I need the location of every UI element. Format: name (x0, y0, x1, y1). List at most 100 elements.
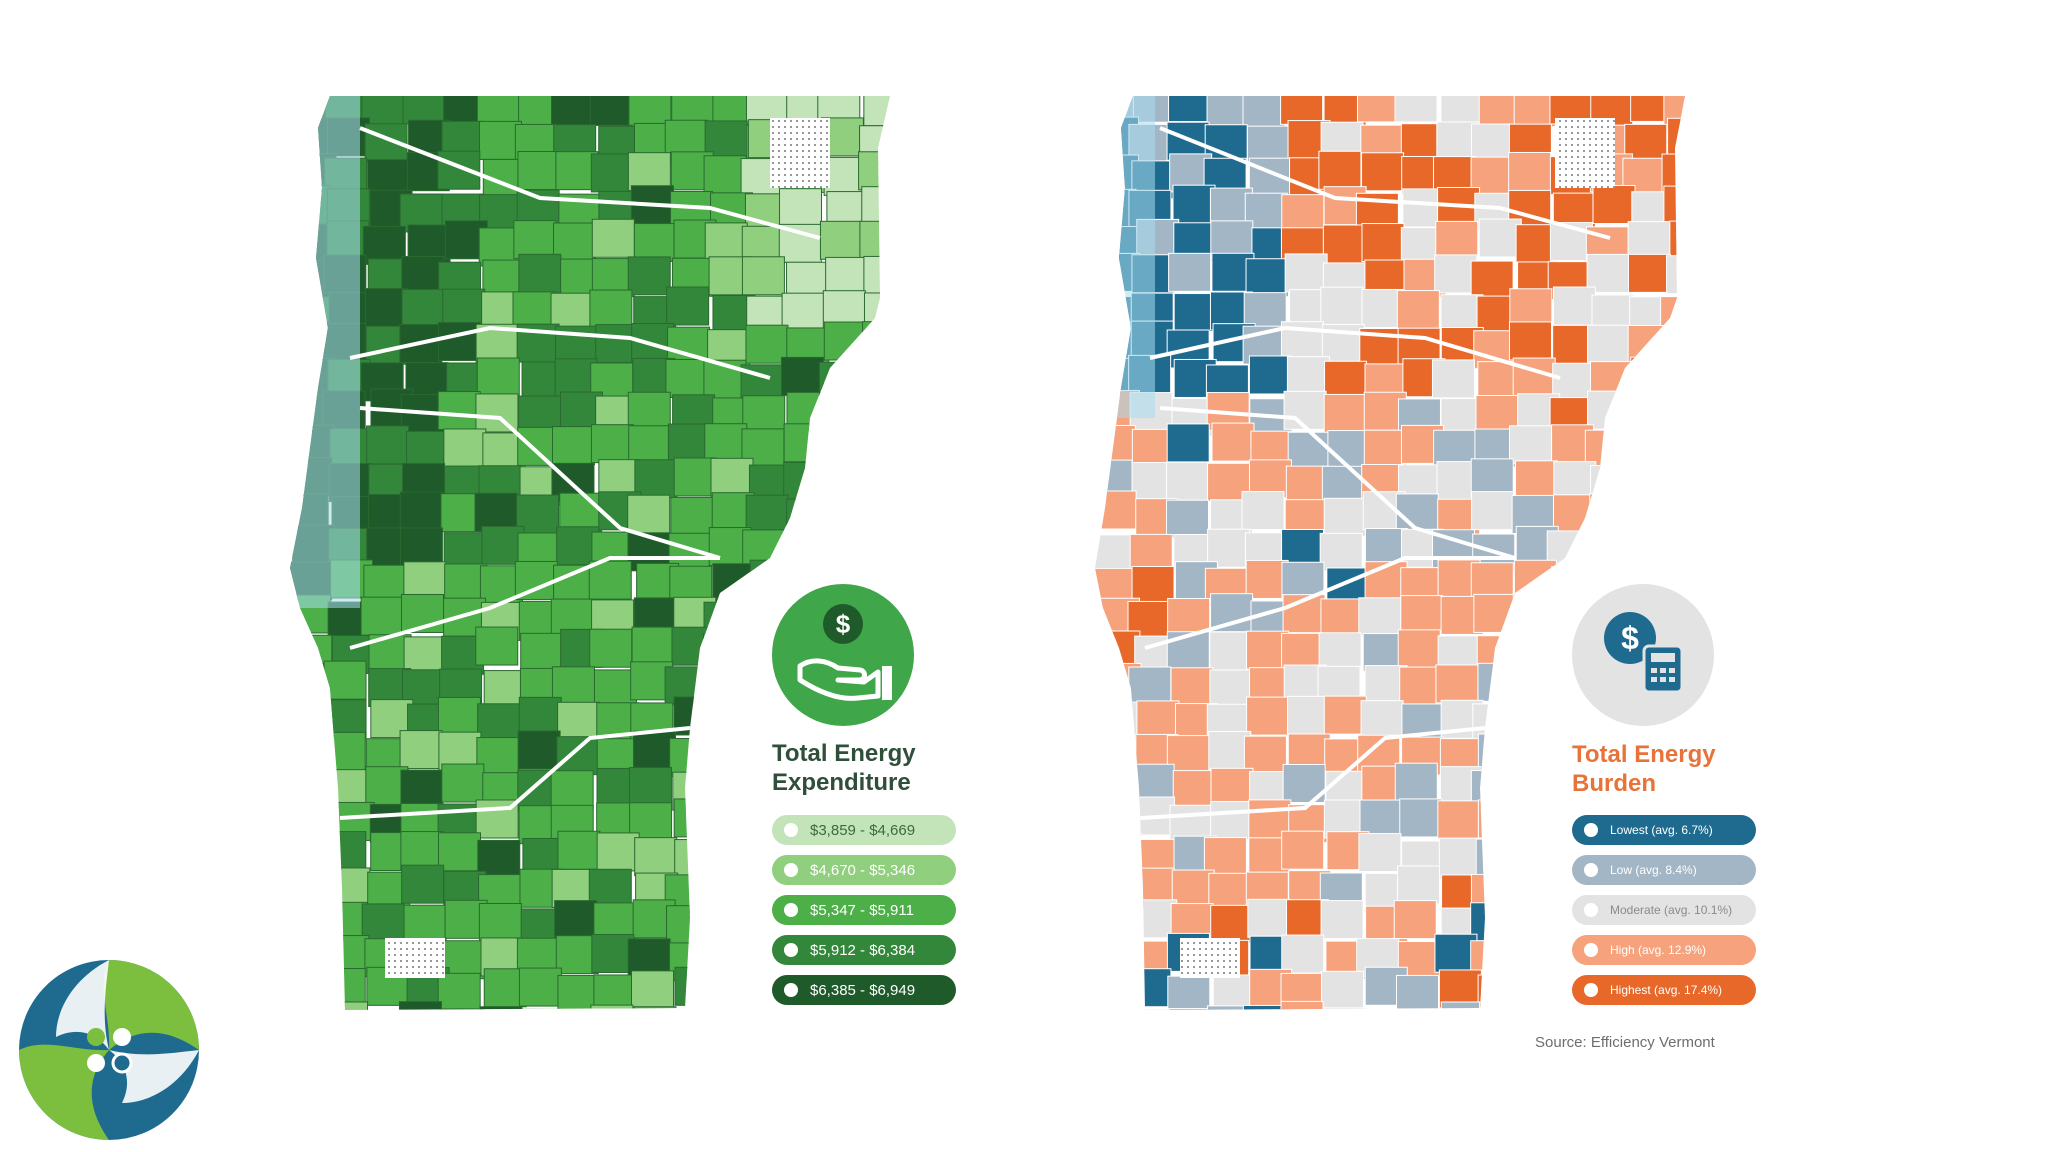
town-cell (1319, 532, 1363, 572)
town-cell (783, 533, 827, 573)
expenditure-legend-item: $5,912 - $6,384 (772, 935, 956, 965)
town-cell (1512, 357, 1556, 397)
town-cell (1327, 430, 1371, 470)
town-cell (819, 220, 863, 260)
town-cell (1136, 700, 1180, 740)
town-cell (707, 967, 751, 1007)
town-cell (1509, 288, 1553, 328)
town-cell (628, 767, 672, 807)
legend-dot (784, 823, 798, 837)
town-cell (1280, 1000, 1324, 1010)
town-cell (631, 970, 675, 1010)
town-cell (710, 832, 754, 872)
town-cell (590, 153, 634, 193)
legend-dot (784, 903, 798, 917)
town-cell (437, 696, 481, 736)
town-cell (518, 967, 562, 1007)
town-cell (1361, 223, 1405, 263)
town-cell (669, 737, 713, 777)
town-cell (588, 560, 632, 600)
town-cell (1357, 1008, 1401, 1010)
town-cell (1667, 117, 1685, 157)
town-cell (704, 423, 748, 463)
town-cell (1210, 220, 1254, 260)
town-cell (437, 972, 481, 1010)
town-cell (703, 359, 747, 399)
expenditure-legend-item: $6,385 - $6,949 (772, 975, 956, 1005)
town-cell (551, 426, 595, 466)
town-cell (781, 292, 825, 332)
town-cell (673, 798, 717, 838)
town-cell (1206, 1005, 1250, 1010)
town-cell (290, 764, 329, 804)
town-cell (631, 626, 675, 666)
town-cell (1624, 496, 1668, 536)
town-cell (517, 151, 561, 191)
town-cell (779, 188, 823, 228)
town-cell (1509, 737, 1553, 777)
town-cell (1471, 491, 1515, 531)
town-cell (1095, 490, 1137, 530)
town-cell (1629, 466, 1673, 506)
legend-dot (1584, 903, 1598, 917)
town-cell (476, 357, 520, 397)
town-cell (1245, 258, 1289, 298)
town-cell (402, 96, 446, 125)
town-cell (1396, 290, 1440, 330)
town-cell (666, 905, 710, 945)
lake-champlain (1095, 96, 1155, 418)
town-cell (858, 151, 890, 191)
town-cell (591, 218, 635, 258)
town-cell (1516, 974, 1560, 1010)
unorganized-area (1555, 118, 1615, 188)
town-cell (1513, 559, 1557, 599)
town-cell (898, 188, 910, 226)
town-cell (1663, 497, 1685, 537)
town-cell (674, 839, 718, 879)
town-cell (670, 496, 714, 536)
town-cell (1209, 669, 1253, 709)
town-cell (1399, 798, 1443, 838)
town-cell (1248, 355, 1292, 395)
town-cell (589, 628, 633, 668)
town-cell (1209, 631, 1253, 671)
town-cell (1363, 429, 1407, 469)
town-cell (1630, 356, 1674, 396)
town-cell (1478, 218, 1522, 258)
legend-label: High (avg. 12.9%) (1610, 943, 1707, 957)
town-cell (1513, 96, 1557, 128)
town-cell (437, 391, 481, 431)
town-cell (589, 96, 633, 126)
town-cell (322, 968, 366, 1008)
town-cell (1095, 534, 1135, 574)
town-cell (786, 498, 830, 538)
town-cell (704, 805, 748, 845)
legend-label: Moderate (avg. 10.1%) (1610, 903, 1733, 917)
burden-map-svg (1095, 96, 1685, 1010)
town-cell (557, 701, 601, 741)
burden-legend-item: Lowest (avg. 6.7%) (1572, 815, 1756, 845)
town-cell (475, 626, 519, 666)
town-cell (399, 730, 443, 770)
town-cell (855, 464, 890, 504)
town-cell (324, 901, 368, 941)
town-cell (1095, 967, 1135, 1007)
town-cell (902, 428, 910, 466)
legend-label: $3,859 - $4,669 (810, 821, 916, 839)
dollar-calculator-icon: $ (1572, 584, 1714, 726)
town-cell (1627, 221, 1671, 261)
town-cell (399, 491, 443, 531)
town-cell (1663, 426, 1685, 466)
town-cell (898, 118, 910, 156)
town-cell (1324, 360, 1368, 400)
legend-label: Low (avg. 8.4%) (1610, 863, 1697, 877)
town-cell (1475, 838, 1519, 878)
town-cell (291, 803, 335, 843)
town-cell (554, 900, 598, 940)
legend-dot (784, 863, 798, 877)
town-cell (1434, 933, 1478, 973)
town-cell (1510, 698, 1554, 738)
town-cell (442, 288, 486, 328)
town-cell (1323, 695, 1367, 735)
town-cell (518, 253, 562, 293)
